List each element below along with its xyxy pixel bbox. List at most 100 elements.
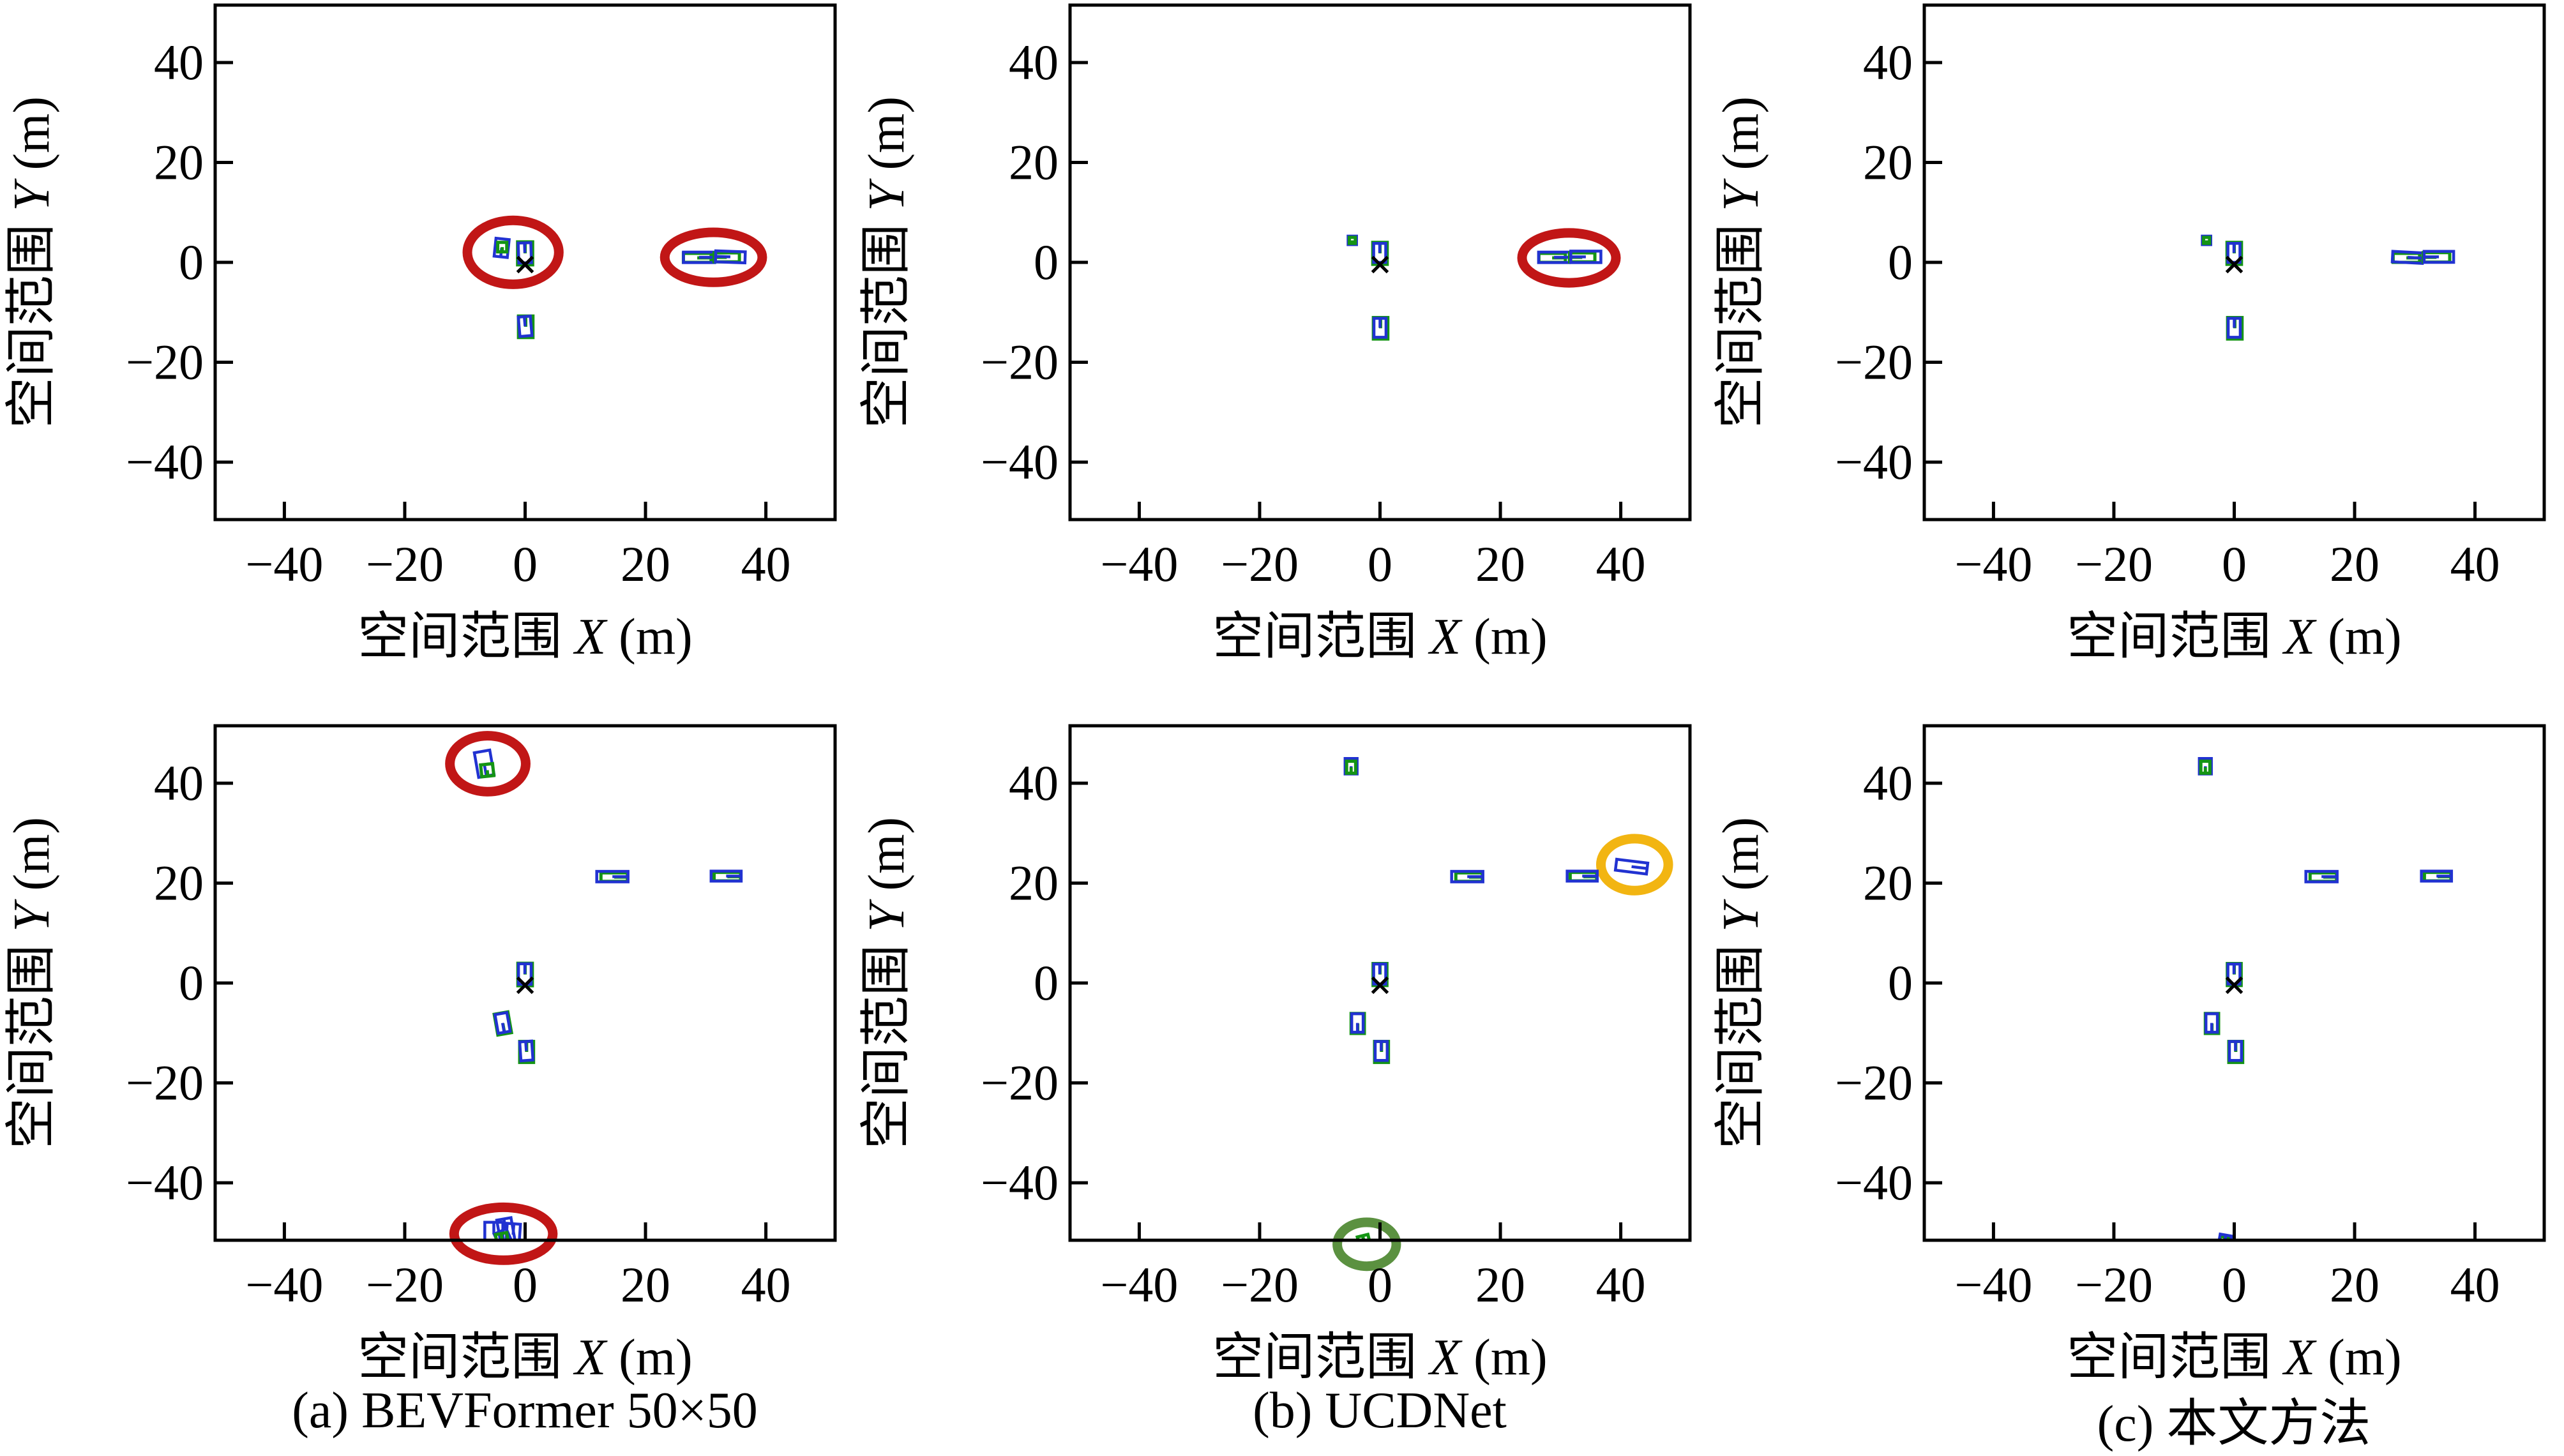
x-tick-label: 0: [1368, 1257, 1392, 1312]
predicted-box: [714, 249, 747, 265]
y-tick-label: 40: [1009, 34, 1059, 90]
ego-position-marker: [516, 976, 534, 994]
y-tick-label: 20: [1863, 855, 1913, 910]
ground-truth-box: [479, 762, 496, 779]
y-tick-label: 0: [1888, 955, 1913, 1010]
x-tick-label: −20: [2075, 1257, 2153, 1312]
y-axis-label: 空间范围 Y (m): [1713, 96, 1769, 428]
predicted-box: [517, 314, 534, 338]
caption-ucdnet: (b) UCDNet: [1253, 1383, 1507, 1439]
x-tick-label: 20: [621, 536, 670, 592]
predicted-box: [1565, 869, 1599, 883]
predicted-box: [1569, 250, 1602, 264]
bev-plot-bevformer-scene1: −40 −20 0 20 40 −40 −20 0 20 40 空间范围 X (m) 空间范围 Y (…: [4, 3, 837, 665]
x-tick-label: 40: [741, 536, 791, 592]
x-tick-label: 40: [2450, 536, 2500, 592]
x-tick-label: 0: [2222, 1257, 2247, 1312]
y-tick-label: 0: [1034, 955, 1059, 1010]
x-tick-label: 20: [1475, 536, 1525, 592]
highlight-circle: [1332, 1217, 1401, 1272]
y-tick-label: 0: [1888, 234, 1913, 290]
y-tick-label: −20: [981, 1055, 1059, 1111]
y-tick-label: 40: [154, 755, 204, 811]
y-tick-label: −20: [1835, 1055, 1913, 1111]
x-tick-label: −20: [1221, 1257, 1299, 1312]
y-tick-label: 20: [1009, 855, 1059, 910]
predicted-box: [595, 869, 630, 883]
y-axis-label: 空间范围 Y (m): [4, 96, 60, 428]
y-tick-label: 40: [1863, 34, 1913, 90]
ego-position-marker: [516, 255, 534, 274]
x-tick-label: −40: [1100, 536, 1178, 592]
predicted-box: [1613, 857, 1650, 876]
y-tick-label: −40: [1835, 434, 1913, 490]
y-tick-label: −20: [126, 1055, 204, 1111]
y-tick-label: 40: [154, 34, 204, 90]
x-tick-label: 40: [2450, 1257, 2500, 1312]
x-tick-label: 40: [741, 1257, 791, 1312]
x-tick-label: 0: [1368, 536, 1392, 592]
x-axis-label: 空间范围 X (m): [2067, 1330, 2401, 1386]
x-tick-label: −40: [1954, 536, 2032, 592]
x-tick-label: 20: [2330, 1257, 2379, 1312]
ego-position-marker: [1371, 255, 1389, 274]
highlight-circle: [1595, 834, 1673, 896]
x-axis-label: 空间范围 X (m): [2067, 609, 2401, 665]
subplot-cell-ours-scene2: −40 −20 0 20 40 −40 −20 0 20 40 空间范围 X (m) 空间范围 Y (…: [1709, 721, 2564, 1452]
x-tick-label: 40: [1596, 1257, 1646, 1312]
predicted-box: [2216, 1232, 2233, 1240]
ground-truth-box: [1347, 236, 1357, 245]
predicted-box: [1372, 317, 1388, 339]
predicted-box: [709, 869, 743, 883]
y-tick-label: −40: [981, 434, 1059, 490]
y-axis-label: 空间范围 Y (m): [4, 817, 60, 1149]
subplot-cell-ucdnet-scene2: −40 −20 0 20 40 −40 −20 0 20 40 空间范围 X (m) 空间范围 Y (…: [855, 721, 1710, 1441]
x-tick-label: −20: [1221, 536, 1299, 592]
caption-ours: (c) 本文方法: [2097, 1396, 2371, 1452]
predicted-box: [1373, 1040, 1389, 1062]
x-tick-label: −40: [245, 1257, 323, 1312]
predicted-box: [493, 1010, 512, 1035]
predicted-box: [2204, 1012, 2219, 1034]
x-tick-label: −20: [366, 536, 444, 592]
y-tick-label: −40: [1835, 1155, 1913, 1210]
highlight-circle: [462, 215, 564, 289]
y-tick-label: 40: [1009, 755, 1059, 811]
x-axis-label: 空间范围 X (m): [1212, 609, 1547, 665]
predicted-box: [2304, 869, 2339, 883]
x-tick-label: 20: [621, 1257, 670, 1312]
y-tick-label: 0: [179, 955, 204, 1010]
y-tick-label: 40: [1863, 755, 1913, 811]
y-tick-label: −20: [1835, 334, 1913, 390]
y-axis-label: 空间范围 Y (m): [1713, 817, 1769, 1149]
bev-plot-ucdnet-scene1: −40 −20 0 20 40 −40 −20 0 20 40 空间范围 X (m) 空间范围 Y (…: [859, 3, 1692, 665]
y-tick-label: −40: [981, 1155, 1059, 1210]
x-axis-label: 空间范围 X (m): [358, 609, 692, 665]
bev-plot-ours-scene1: −40 −20 0 20 40 −40 −20 0 20 40 空间范围 X (m) 空间范围 Y (…: [1713, 3, 2546, 665]
predicted-box: [2422, 250, 2455, 264]
x-tick-label: 0: [513, 1257, 538, 1312]
subplot-cell-ours-scene1: −40 −20 0 20 40 −40 −20 0 20 40 空间范围 X (m) 空间范围 Y (…: [1709, 0, 2564, 721]
ego-position-marker: [2225, 976, 2244, 994]
predicted-box: [518, 1039, 535, 1063]
x-axis-label: 空间范围 X (m): [358, 1330, 692, 1386]
y-tick-label: 0: [1034, 234, 1059, 290]
ground-truth-box: [1355, 1232, 1373, 1240]
subplot-cell-bevformer-scene2: −40 −20 0 20 40 −40 −20 0 20 40 空间范围 X (m) 空间范围 Y (…: [0, 721, 855, 1441]
predicted-box: [1450, 869, 1484, 883]
x-tick-label: −20: [2075, 536, 2153, 592]
y-tick-label: 0: [179, 234, 204, 290]
x-tick-label: −40: [245, 536, 323, 592]
bev-plot-ours: −40 −20 0 20 40 −40 −20 0 20 40 空间范围 X (m) 空间范围 Y (…: [1713, 724, 2546, 1386]
y-tick-label: 20: [1863, 134, 1913, 190]
subplot-cell-ucdnet-scene1: −40 −20 0 20 40 −40 −20 0 20 40 空间范围 X (m) 空间范围 Y (…: [855, 0, 1710, 721]
ground-truth-box: [2201, 236, 2212, 245]
bev-plot-ucdnet-scene2: −40 −20 0 20 40 −40 −20 0 20 40 空间范围 X (m) 空间范围 Y (…: [859, 724, 1692, 1386]
y-tick-label: −20: [981, 334, 1059, 390]
x-axis-label: 空间范围 X (m): [1212, 1330, 1547, 1386]
predicted-box: [2226, 317, 2242, 339]
ground-truth-box: [496, 241, 509, 254]
ego-position-marker: [2225, 255, 2244, 274]
x-tick-label: 0: [513, 536, 538, 592]
